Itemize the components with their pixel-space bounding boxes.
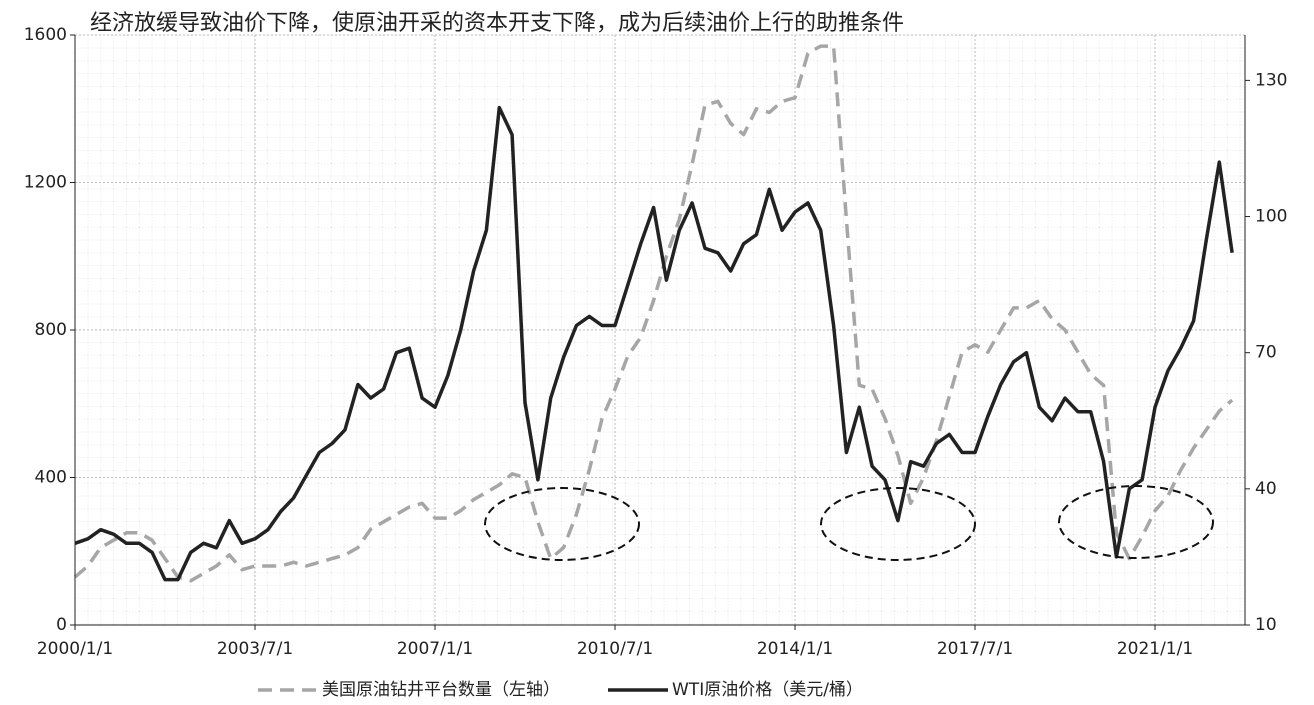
y2-tick-label: 70 bbox=[1255, 343, 1277, 363]
y-tick-label: 0 bbox=[56, 615, 67, 635]
y2-tick-label: 130 bbox=[1255, 70, 1287, 90]
x-tick-label: 2010/7/1 bbox=[577, 639, 653, 659]
legend-label: WTI原油价格（美元/桶） bbox=[672, 680, 863, 700]
highlight-ellipse bbox=[484, 487, 640, 561]
x-tick-label: 2003/7/1 bbox=[217, 639, 293, 659]
y-tick-label: 1200 bbox=[24, 173, 67, 193]
y2-tick-label: 10 bbox=[1255, 615, 1277, 635]
x-tick-label: 2014/1/1 bbox=[757, 639, 833, 659]
x-tick-label: 2000/1/1 bbox=[37, 639, 113, 659]
series-line bbox=[73, 44, 1234, 583]
highlight-ellipse bbox=[820, 487, 976, 561]
chart-title: 经济放缓导致油价下降，使原油开采的资本开支下降，成为后续油价上行的助推条件 bbox=[90, 11, 904, 36]
series-line bbox=[74, 105, 1234, 582]
y-tick-label: 1600 bbox=[24, 25, 67, 45]
x-tick-label: 2007/1/1 bbox=[397, 639, 473, 659]
highlight-ellipse bbox=[1058, 485, 1214, 559]
x-tick-label: 2021/1/1 bbox=[1117, 639, 1193, 659]
y-tick-label: 400 bbox=[35, 468, 67, 488]
y-tick-label: 800 bbox=[35, 320, 67, 340]
x-tick-label: 2017/7/1 bbox=[937, 639, 1013, 659]
y2-tick-label: 100 bbox=[1255, 207, 1287, 227]
legend-label: 美国原油钻井平台数量（左轴） bbox=[322, 680, 560, 700]
y2-tick-label: 40 bbox=[1255, 479, 1277, 499]
